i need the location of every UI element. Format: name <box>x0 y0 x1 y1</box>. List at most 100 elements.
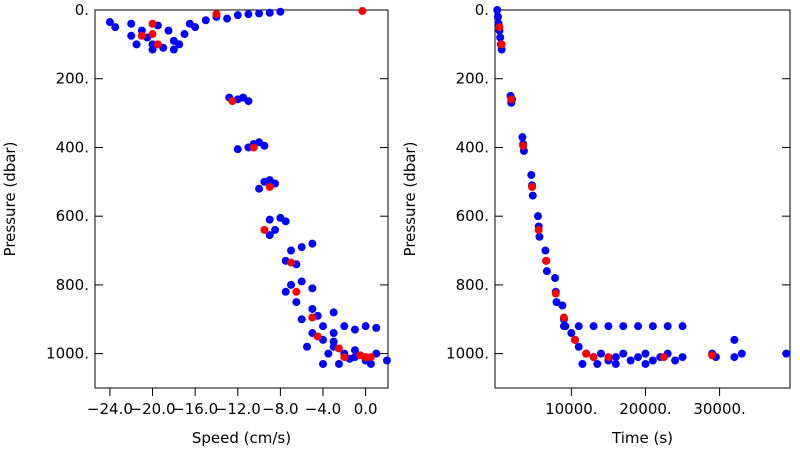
x-tick-label: 30000. <box>693 400 746 418</box>
point <box>589 322 598 331</box>
point <box>132 40 141 49</box>
point <box>619 349 628 358</box>
point <box>111 23 120 32</box>
point <box>281 217 290 226</box>
point <box>552 298 561 307</box>
point <box>281 287 290 296</box>
point <box>730 335 739 344</box>
point <box>276 7 285 16</box>
point <box>356 351 365 360</box>
point <box>507 95 516 104</box>
y-tick-label: 0. <box>475 1 489 19</box>
point <box>340 353 349 362</box>
point <box>287 246 296 255</box>
plot-frame <box>94 9 389 389</box>
point <box>148 45 157 54</box>
y-tick-label: 600. <box>456 207 489 225</box>
point <box>287 280 296 289</box>
point <box>648 356 657 365</box>
point <box>533 212 542 221</box>
point <box>265 182 274 191</box>
point <box>678 353 687 362</box>
point <box>558 301 567 310</box>
x-axis-label: Time (s) <box>611 429 673 447</box>
point <box>519 141 528 150</box>
point <box>329 308 338 317</box>
point <box>319 322 328 331</box>
point <box>551 289 560 298</box>
x-tick-label: 20000. <box>619 400 672 418</box>
point <box>527 170 536 179</box>
point <box>260 141 269 150</box>
y-tick-label: 800. <box>56 276 89 294</box>
point <box>329 337 338 346</box>
point <box>648 322 657 331</box>
point <box>223 14 232 23</box>
point <box>164 26 173 35</box>
point <box>626 356 635 365</box>
point <box>180 30 189 39</box>
y-tick-label: 1000. <box>446 345 489 363</box>
point <box>350 346 359 355</box>
point <box>541 246 550 255</box>
point <box>559 322 568 331</box>
point <box>641 359 650 368</box>
y-tick-label: 400. <box>56 138 89 156</box>
point <box>493 6 502 14</box>
x-tick-label: −12.0 <box>215 400 261 418</box>
point <box>287 258 296 267</box>
point <box>265 8 274 17</box>
point <box>329 329 338 338</box>
point <box>127 31 136 40</box>
point <box>308 239 317 248</box>
point <box>497 40 506 49</box>
point <box>611 359 620 368</box>
point <box>782 349 791 358</box>
point <box>528 182 537 191</box>
point <box>292 298 301 307</box>
x-tick-label: −24.0 <box>87 400 133 418</box>
point <box>127 19 136 28</box>
point <box>534 225 543 234</box>
point <box>671 356 680 365</box>
point <box>249 143 258 152</box>
point <box>542 267 551 276</box>
point <box>611 353 620 362</box>
point <box>201 16 210 25</box>
point <box>148 19 157 28</box>
x-tick-label: 0.0 <box>354 400 378 418</box>
point <box>148 30 157 39</box>
point <box>737 349 746 358</box>
point <box>105 18 114 27</box>
x-tick-label: −20.0 <box>130 400 176 418</box>
x-tick-label: −16.0 <box>172 400 218 418</box>
point <box>596 349 605 358</box>
point <box>350 325 359 334</box>
x-tick-label: −4.0 <box>305 400 341 418</box>
point <box>185 19 194 28</box>
point <box>495 23 504 32</box>
point <box>233 145 242 154</box>
point <box>308 284 317 293</box>
point <box>358 7 367 16</box>
point <box>244 97 253 106</box>
point <box>137 31 146 40</box>
point <box>582 349 591 358</box>
point <box>255 9 264 18</box>
point <box>372 323 381 332</box>
point <box>663 322 672 331</box>
point <box>551 274 560 283</box>
point <box>324 349 333 358</box>
point <box>578 359 587 368</box>
point <box>574 322 583 331</box>
point <box>169 45 178 54</box>
y-tick-label: 800. <box>456 276 489 294</box>
x-axis-label: Speed (cm/s) <box>192 429 291 447</box>
point <box>233 11 242 20</box>
y-tick-label: 600. <box>56 207 89 225</box>
point <box>574 342 583 351</box>
point <box>659 353 668 362</box>
y-axis-label: Pressure (dbar) <box>1 142 19 257</box>
point <box>334 359 343 368</box>
